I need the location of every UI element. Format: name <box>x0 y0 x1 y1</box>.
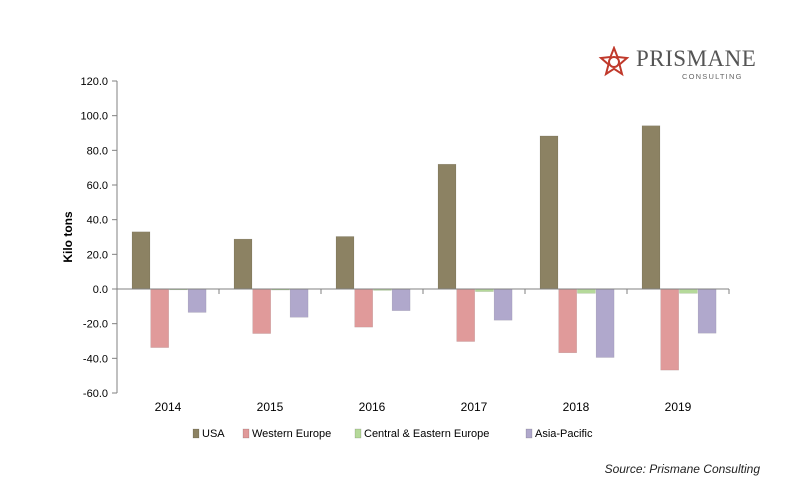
y-tick-label: 120.0 <box>80 76 108 88</box>
bar-2019-0 <box>641 125 661 290</box>
legend-label-3: Asia-Pacific <box>535 428 593 440</box>
bar-2015-1 <box>252 288 271 334</box>
legend-label-1: Western Europe <box>252 428 331 440</box>
y-tick-label: 80.0 <box>87 145 108 157</box>
bar-2019-3 <box>697 288 717 334</box>
x-axis-ticks: 2014 2015 2016 2017 2018 2019 <box>116 289 730 414</box>
y-tick-label: 100.0 <box>80 111 108 123</box>
bar-2016-3 <box>391 288 411 311</box>
legend-swatch-2 <box>354 428 362 439</box>
bar-2017-1 <box>456 288 475 342</box>
brand-subtitle: CONSULTING <box>682 72 743 81</box>
bars <box>131 125 717 371</box>
bar-2017-0 <box>437 163 457 290</box>
x-tick-label: 2014 <box>155 400 182 414</box>
legend-label-0: USA <box>202 428 225 440</box>
prismane-logo: PRISMANE CONSULTING <box>598 44 758 84</box>
legend: USA Western Europe Central & Eastern Europ… <box>192 428 593 440</box>
legend-label-2: Central & Eastern Europe <box>364 428 489 440</box>
bar-2014-3 <box>187 288 207 313</box>
x-tick-label: 2016 <box>359 400 386 414</box>
y-tick-label: 40.0 <box>87 215 108 227</box>
prismane-star-icon <box>598 46 630 77</box>
bar-2016-0 <box>335 236 355 290</box>
y-tick-label: -60.0 <box>83 388 108 400</box>
bar-2014-1 <box>150 288 169 348</box>
y-tick-label: 20.0 <box>87 249 108 261</box>
bar-2018-1 <box>558 288 577 354</box>
bar-2015-3 <box>289 288 309 318</box>
bar-2018-2 <box>577 288 596 294</box>
y-tick-label: -20.0 <box>83 319 108 331</box>
y-tick-label: 0.0 <box>93 284 108 296</box>
y-axis-ticks: 120.0 100.0 80.0 60.0 40.0 20.0 0.0 -20.0 -40.0 -… <box>80 76 117 400</box>
y-tick-label: -40.0 <box>83 353 108 365</box>
legend-swatch-0 <box>192 428 200 439</box>
legend-swatch-1 <box>242 428 250 439</box>
bar-2014-0 <box>131 231 151 290</box>
source-note: Source: Prismane Consulting <box>604 462 760 476</box>
brand-name: PRISMANE <box>636 46 757 71</box>
x-tick-label: 2015 <box>257 400 284 414</box>
legend-swatch-3 <box>525 428 533 439</box>
x-tick-label: 2019 <box>665 400 692 414</box>
bar-2018-3 <box>595 288 615 358</box>
bar-2019-1 <box>660 288 679 371</box>
x-tick-label: 2018 <box>563 400 590 414</box>
bar-2017-3 <box>493 288 513 321</box>
bar-2015-0 <box>233 238 253 290</box>
x-tick-label: 2017 <box>461 400 488 414</box>
y-axis-label: Kilo tons <box>61 211 75 263</box>
bar-2019-2 <box>679 288 698 294</box>
y-tick-label: 60.0 <box>87 180 108 192</box>
bar-2018-0 <box>539 135 559 290</box>
bar-2016-1 <box>354 288 373 328</box>
